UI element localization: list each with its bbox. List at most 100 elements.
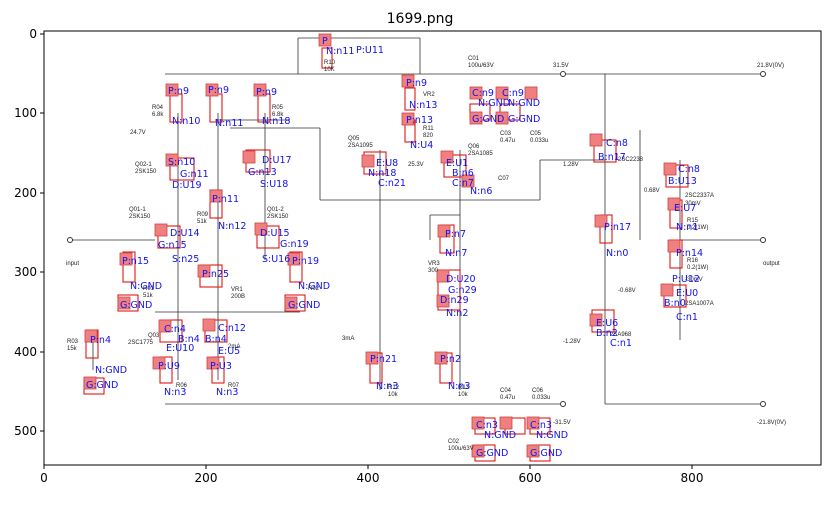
pin-label: C:n1 — [610, 338, 632, 349]
pin-label: P:n4 — [90, 335, 111, 346]
schematic-text: R10 — [324, 60, 336, 66]
terminal-markers — [83, 33, 681, 458]
pin-label: N:GND — [130, 281, 162, 292]
pin-label: C:n9 — [502, 88, 524, 99]
schematic-text: R11 — [423, 126, 434, 132]
pin-label: D:U20 — [446, 274, 476, 285]
pin-label: P:n9 — [208, 85, 229, 96]
schematic-text: 0.033u — [530, 138, 548, 144]
pin-label: B:n4 — [205, 334, 227, 345]
pin-label: D:U19 — [172, 180, 202, 191]
schematic-text: input — [66, 261, 79, 267]
pin-label: B:n0 — [664, 298, 686, 309]
pin-label: S:n25 — [172, 254, 199, 265]
pin-label: N:n12 — [218, 221, 246, 232]
pin-label: N:n11 — [326, 46, 354, 57]
pin-label: N:n7 — [445, 248, 467, 259]
schematic-text: C06 — [532, 388, 544, 394]
schematic-text: 10K — [324, 67, 335, 73]
pin-label: N:n0 — [606, 248, 628, 259]
pin-label: P:n25 — [202, 269, 229, 280]
pin-label: P:n9 — [406, 78, 427, 89]
pin-label: N:n6 — [470, 186, 492, 197]
schematic-text: 2SA1095 — [348, 143, 373, 149]
schematic-text: Q01-2 — [267, 207, 284, 213]
schematic-text: C01 — [468, 56, 480, 62]
schematic-text: 2SK150 — [129, 214, 151, 220]
schematic-text: Q03 — [148, 333, 160, 339]
x-axis: 0 200 400 600 800 — [40, 465, 703, 485]
schematic-text: 2SC1775 — [128, 340, 154, 346]
schematic-text: 21.8V(0V) — [757, 63, 784, 69]
pin-label: C:n21 — [378, 178, 406, 189]
schematic-text: 0.2(1W) — [687, 265, 708, 271]
pin-label: E:U1 — [446, 158, 468, 169]
pin-label: S:U16 — [262, 254, 290, 265]
schematic-text: C03 — [500, 131, 512, 137]
schematic-text: 10k — [458, 392, 469, 398]
pin-label: G:n29 — [448, 285, 477, 296]
pin-label: N:n18 — [368, 168, 396, 179]
pin-label: E:U7 — [674, 203, 696, 214]
pin-label: N:n13 — [409, 100, 437, 111]
pin-label: D:U17 — [262, 155, 292, 166]
schematic-text: 15k — [67, 346, 78, 352]
y-tick-label: 400 — [14, 345, 37, 359]
schematic-text: R06 — [176, 383, 188, 389]
pin-label: P:n13 — [406, 115, 433, 126]
schematic-text: 6.8k — [152, 112, 164, 118]
schematic-wires — [70, 37, 763, 405]
pin-label: N:n1 — [676, 222, 698, 233]
pin-label: P:n2 — [440, 354, 461, 365]
pin-label: B:n17 — [598, 152, 626, 163]
y-tick-label: 300 — [14, 265, 37, 279]
pin-label: P:n14 — [676, 248, 703, 259]
schematic-text: C07 — [498, 176, 510, 182]
schematic-text: 2SK150 — [135, 169, 157, 175]
pin-label: P:n7 — [445, 229, 466, 240]
schematic-text: R12 — [388, 385, 400, 391]
schematic-texts: R10 10K C01 100u/63V 31.5V 21.8V(0V) R04… — [66, 56, 786, 452]
schematic-text: 10k — [388, 392, 399, 398]
schematic-text: VR2 — [423, 92, 435, 98]
pin-annotations: P N:n11 P:U11 P:n9 N:n10 P:n9 N:n11 P:n9… — [86, 36, 703, 459]
pin-label: N:n3 — [376, 381, 398, 392]
pin-label: C:n8 — [606, 138, 628, 149]
schematic-text: C05 — [530, 131, 542, 137]
pin-label: P:n9 — [256, 87, 277, 98]
schematic-text: -1.28V — [563, 339, 581, 345]
pin-label: C:n3 — [530, 420, 552, 431]
pin-label: N:GND — [536, 430, 568, 441]
pin-label: P:n15 — [122, 256, 149, 267]
pin-label: N:n3 — [448, 381, 470, 392]
pin-label: C:n8 — [678, 164, 700, 175]
schematic-text: 100u/63V — [448, 446, 474, 452]
pin-label: G:n15 — [158, 240, 187, 251]
schematic-text: output — [763, 261, 780, 267]
schematic-text: Q06 — [468, 144, 480, 150]
schematic-text: R05 — [272, 105, 284, 111]
pin-label: P:n19 — [292, 256, 319, 267]
schematic-text: 2SA1085 — [468, 151, 493, 157]
pin-label: B:n2 — [596, 328, 618, 339]
pin-label: G:n13 — [248, 167, 277, 178]
schematic-text: Q02-1 — [135, 162, 152, 168]
schematic-text: R02 — [308, 286, 320, 292]
schematic-text: 0.033u — [532, 395, 550, 401]
y-tick-label: 0 — [29, 27, 37, 41]
pin-label: P:n17 — [604, 222, 631, 233]
y-tick-label: 500 — [14, 424, 37, 438]
schematic-text: 2SK150 — [267, 214, 289, 220]
x-tick-label: 600 — [519, 471, 542, 485]
pin-label: N:U4 — [410, 140, 433, 151]
pin-label: P:U11 — [356, 45, 384, 56]
pin-label: S:U18 — [260, 179, 288, 190]
pin-label: C:n12 — [218, 323, 246, 334]
pin-label: P:n9 — [168, 86, 189, 97]
schematic-text: VR3 — [428, 261, 440, 267]
schematic-text: C02 — [448, 439, 460, 445]
pin-label: C:n1 — [676, 312, 698, 323]
schematic-text: 2SC2238 — [618, 157, 644, 163]
schematic-text: 0.2(1W) — [687, 225, 708, 231]
pin-label: N:GND — [95, 365, 127, 376]
